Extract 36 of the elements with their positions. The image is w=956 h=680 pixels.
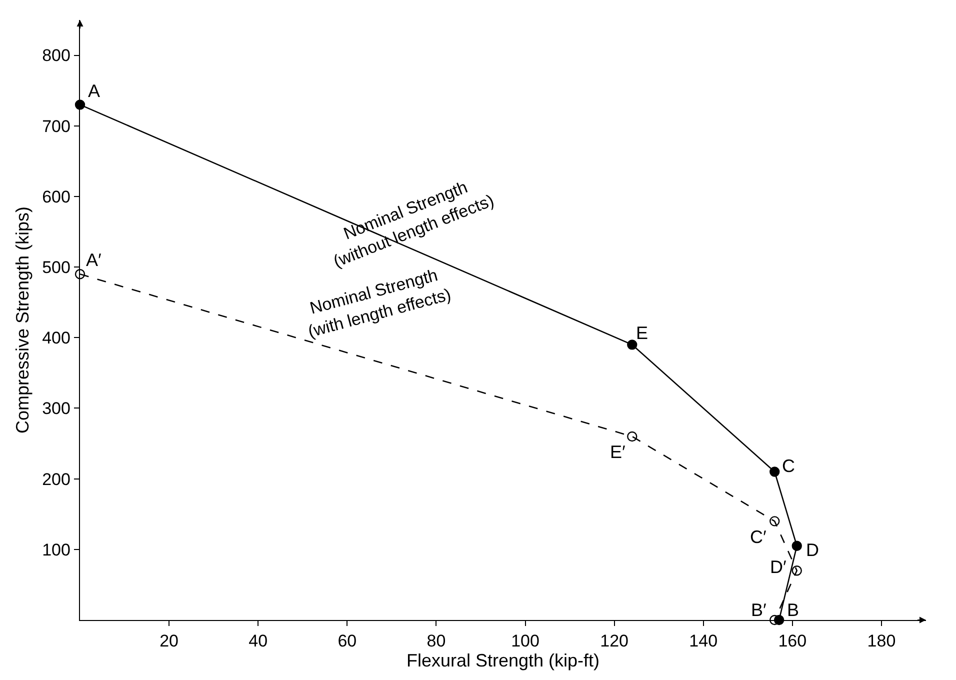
annotation: A′ [86, 250, 102, 270]
y-tick-label: 100 [42, 540, 70, 560]
annotation: D′ [770, 557, 787, 577]
point [74, 269, 86, 280]
point [792, 540, 802, 551]
y-tick-label: 500 [42, 258, 70, 278]
annotation: B [787, 600, 800, 620]
y-axis-title: Compressive Strength (kips) [12, 206, 32, 434]
x-axis-title: Flexural Strength (kip-ft) [406, 650, 600, 671]
y-tick-label: 400 [42, 328, 70, 348]
x-tick-label: 80 [426, 632, 446, 651]
x-tick-label: 160 [778, 632, 807, 651]
annotation: A [88, 81, 100, 101]
x-tick-label: 120 [600, 632, 629, 651]
y-tick-label: 200 [42, 470, 70, 489]
x-tick-label: 140 [689, 632, 718, 651]
annotation: C′ [750, 527, 767, 547]
point [792, 565, 802, 576]
point [770, 466, 780, 477]
point [627, 340, 638, 350]
x-tick-label: 60 [338, 632, 357, 651]
y-tick-label: 300 [42, 399, 70, 418]
y-tick-label: 700 [42, 116, 70, 136]
annotation: E [636, 323, 648, 343]
y-tick-label: 800 [42, 46, 70, 66]
x-tick-label: 100 [511, 632, 540, 651]
point [627, 431, 638, 442]
x-tick-label: 20 [160, 632, 179, 651]
x-tick-label: 180 [867, 632, 896, 651]
y-tick-label: 600 [42, 187, 70, 206]
point [770, 516, 780, 526]
annotation: E′ [610, 442, 626, 462]
annotation: B′ [751, 600, 768, 620]
annotation: D [806, 540, 819, 560]
x-tick-label: 40 [248, 632, 268, 651]
annotation: C [782, 456, 795, 476]
